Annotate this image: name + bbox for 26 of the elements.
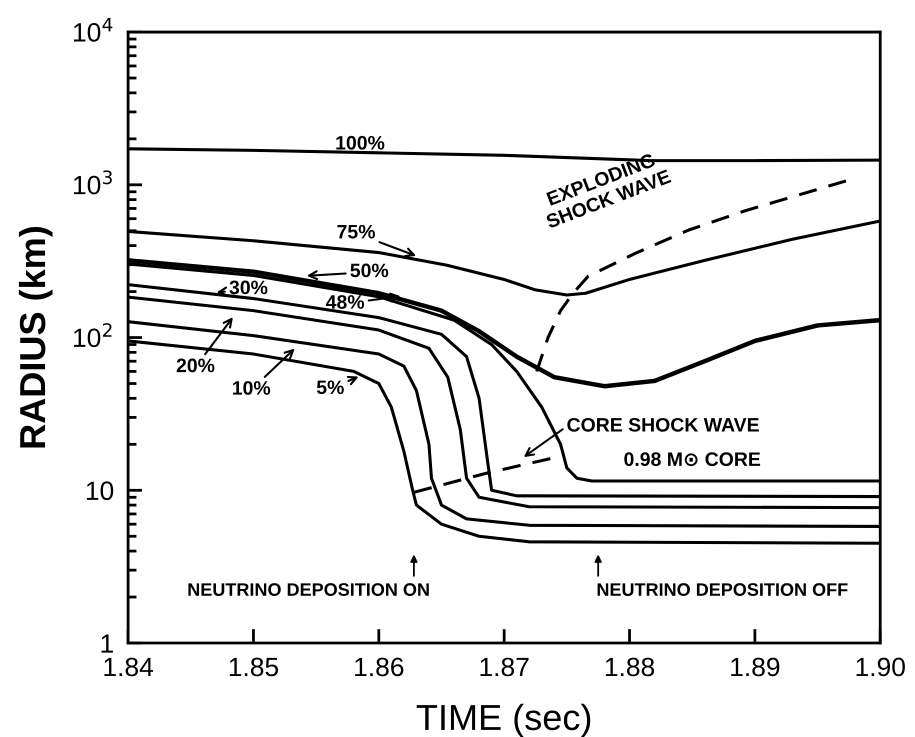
y-tick-label: 10$^{4}$ bbox=[74, 18, 112, 42]
annotation: CORE SHOCK WAVE bbox=[567, 418, 759, 432]
annotation: 48% bbox=[326, 295, 364, 309]
annotation: 0.98 M⊙ CORE bbox=[624, 452, 760, 466]
y-tick-label: 1 bbox=[102, 634, 113, 653]
x-axis-title: TIME (sec) bbox=[416, 704, 590, 737]
x-tick-label: 1.88 bbox=[606, 658, 654, 676]
x-tick-label: 1.84 bbox=[104, 658, 154, 676]
annotation: 10% bbox=[232, 381, 270, 395]
x-tick-label: 1.90 bbox=[856, 658, 905, 676]
annotation: 75% bbox=[337, 224, 375, 239]
annotation: 5% bbox=[316, 380, 344, 394]
x-tick-label: 1.86 bbox=[355, 658, 404, 676]
y-tick-label: 10$^{3}$ bbox=[74, 170, 112, 194]
annotation: NEUTRINO DEPOSITION ON bbox=[188, 583, 429, 596]
x-tick-label: 1.87 bbox=[480, 658, 529, 676]
annotation: NEUTRINO DEPOSITION OFF bbox=[598, 583, 848, 596]
y-axis-title: RADIUS (km) bbox=[18, 226, 53, 448]
annotation: 50% bbox=[350, 264, 388, 278]
y-tick-label: 10$^{2}$ bbox=[74, 323, 112, 348]
x-tick-label: 1.85 bbox=[230, 658, 278, 676]
annotation: 100% bbox=[336, 136, 384, 150]
annotation: 20% bbox=[176, 358, 214, 372]
y-tick-label: 10 bbox=[86, 481, 114, 500]
x-tick-label: 1.89 bbox=[731, 658, 780, 676]
annotation: 30% bbox=[229, 280, 268, 294]
